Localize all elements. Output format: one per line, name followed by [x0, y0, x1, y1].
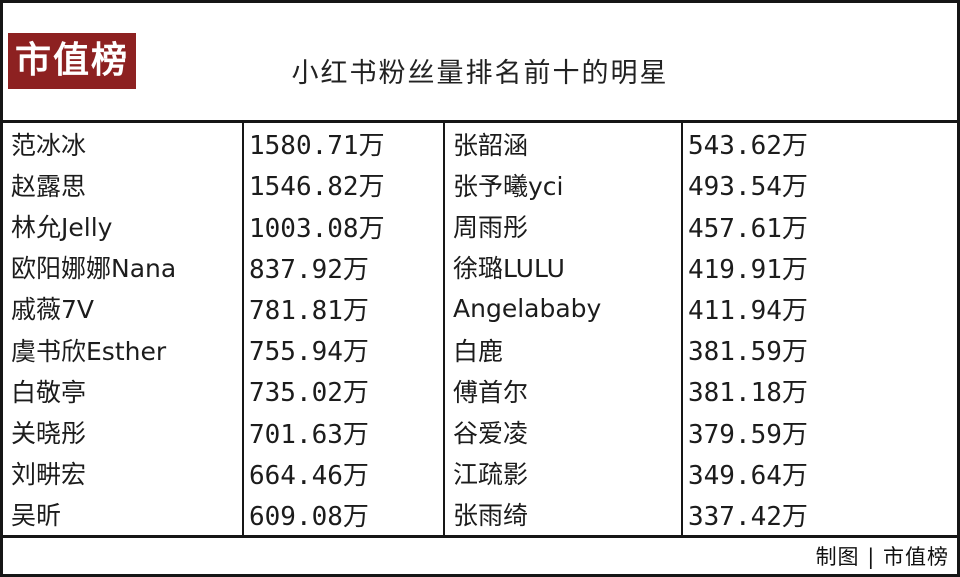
celebrity-name: 林允Jelly — [11, 213, 113, 242]
celebrity-name: 张予曦yci — [453, 171, 564, 201]
header: 市值榜 小红书粉丝量排名前十的明星 — [3, 3, 957, 120]
follower-count: 781.81万 — [249, 295, 369, 326]
follower-count: 337.42万 — [688, 501, 808, 532]
follower-count: 1546.82万 — [249, 172, 385, 203]
celebrity-name: 周雨彤 — [453, 213, 529, 242]
follower-count: 381.18万 — [688, 378, 808, 409]
value-column-left: 1580.71万 1546.82万 1003.08万 837.92万 781.81万 75… — [242, 123, 443, 535]
celebrity-name: 徐璐LULU — [453, 254, 565, 284]
name-column-left: 范冰冰赵露思林允Jelly 欧阳娜娜Nana 戚薇7V 虞书欣Esther 白敬亭关晓彤… — [3, 123, 242, 535]
follower-count: 457.61万 — [688, 213, 808, 244]
celebrity-name: Angelababy — [453, 293, 602, 323]
celebrity-name: 白鹿 — [453, 336, 504, 366]
credit-label: 制图 | 市值榜 — [815, 545, 949, 569]
follower-count: 493.54万 — [688, 172, 808, 203]
celebrity-name: 欧阳娜娜Nana — [11, 254, 177, 284]
follower-count: 609.08万 — [249, 501, 369, 532]
celebrity-name: 谷爱凌 — [453, 419, 529, 449]
celebrity-name: 江疏影 — [453, 460, 529, 490]
follower-count: 411.94万 — [688, 295, 808, 326]
value-column-right: 543.62万 493.54万 457.61万 419.91万 411.94万 381.5… — [681, 123, 957, 535]
follower-count: 349.64万 — [688, 460, 808, 491]
footer: 制图 | 市值榜 — [3, 538, 957, 574]
celebrity-name: 白敬亭 — [11, 377, 87, 407]
celebrity-name: 吴昕 — [11, 501, 62, 531]
follower-count: 664.46万 — [249, 460, 369, 491]
celebrity-name: 范冰冰 — [11, 130, 87, 160]
celebrity-name: 赵露思 — [11, 171, 87, 201]
follower-count: 755.94万 — [249, 337, 369, 368]
follower-count: 701.63万 — [249, 419, 369, 450]
celebrity-name: 戚薇7V — [11, 295, 95, 325]
ranking-table: 范冰冰赵露思林允Jelly 欧阳娜娜Nana 戚薇7V 虞书欣Esther 白敬亭关晓彤… — [3, 120, 957, 538]
celebrity-name: 张雨绮 — [453, 501, 529, 531]
follower-count: 1580.71万 — [249, 131, 385, 162]
follower-count: 837.92万 — [249, 254, 369, 285]
name-column-right: 张韶涵张予曦yci 周雨彤徐璐LULU Angelababy 白鹿傅首尔谷爱凌江疏影张… — [443, 123, 681, 535]
follower-count: 735.02万 — [249, 378, 369, 409]
page-title: 小红书粉丝量排名前十的明星 — [291, 58, 669, 89]
brand-logo: 市值榜 — [8, 33, 137, 89]
follower-count: 543.62万 — [688, 131, 808, 162]
celebrity-name: 张韶涵 — [453, 130, 529, 160]
celebrity-name: 关晓彤 — [11, 419, 87, 449]
celebrity-name: 刘畊宏 — [11, 460, 87, 490]
follower-count: 379.59万 — [688, 419, 808, 450]
follower-count: 419.91万 — [688, 254, 808, 285]
celebrity-name: 傅首尔 — [453, 377, 529, 407]
follower-count: 1003.08万 — [249, 213, 385, 244]
celebrity-name: 虞书欣Esther — [11, 336, 167, 366]
follower-count: 381.59万 — [688, 337, 808, 368]
